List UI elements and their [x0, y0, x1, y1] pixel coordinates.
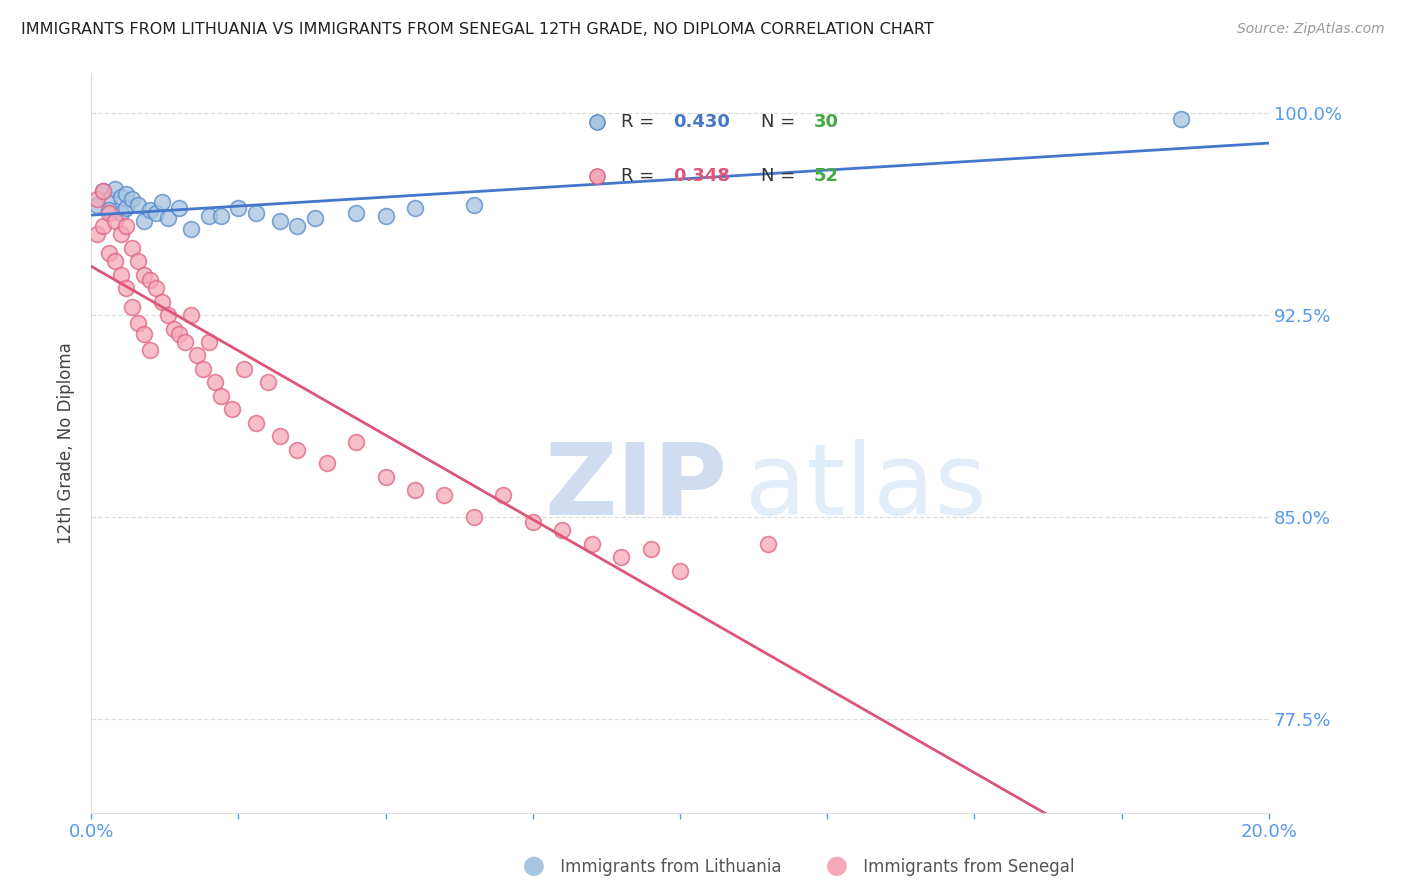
Point: [209, 389, 232, 403]
Point: [156, 308, 179, 322]
Point: [245, 206, 267, 220]
Point: [169, 201, 191, 215]
Point: [463, 510, 485, 524]
Point: [134, 268, 156, 282]
Point: [127, 254, 149, 268]
Point: [115, 219, 138, 234]
Point: [269, 429, 291, 443]
Point: [174, 334, 197, 349]
Point: [492, 488, 515, 502]
Point: [180, 222, 202, 236]
Point: [256, 376, 278, 390]
Point: [121, 300, 143, 314]
Text: IMMIGRANTS FROM LITHUANIA VS IMMIGRANTS FROM SENEGAL 12TH GRADE, NO DIPLOMA CORR: IMMIGRANTS FROM LITHUANIA VS IMMIGRANTS …: [21, 22, 934, 37]
Point: [204, 376, 226, 390]
Point: [315, 456, 337, 470]
Point: [134, 214, 156, 228]
Text: ⬤: ⬤: [523, 856, 546, 876]
Point: [221, 402, 243, 417]
Point: [233, 362, 256, 376]
Point: [97, 206, 120, 220]
Point: [86, 193, 108, 207]
Point: [145, 281, 167, 295]
Point: [145, 206, 167, 220]
Point: [115, 187, 138, 202]
Point: [97, 193, 120, 207]
Point: [344, 434, 367, 449]
Point: [245, 416, 267, 430]
Text: Immigrants from Lithuania: Immigrants from Lithuania: [555, 858, 782, 876]
Point: [344, 206, 367, 220]
Point: [610, 550, 633, 565]
Point: [97, 246, 120, 260]
Point: [1170, 112, 1192, 126]
Point: [551, 524, 574, 538]
Point: [522, 516, 544, 530]
Point: [127, 198, 149, 212]
Point: [134, 326, 156, 341]
Point: [104, 254, 127, 268]
Point: [110, 227, 132, 242]
Point: [86, 198, 108, 212]
Point: [581, 537, 603, 551]
Text: Source: ZipAtlas.com: Source: ZipAtlas.com: [1237, 22, 1385, 37]
Text: Immigrants from Senegal: Immigrants from Senegal: [858, 858, 1074, 876]
Point: [91, 185, 114, 199]
Point: [139, 343, 162, 358]
Point: [186, 349, 208, 363]
Point: [169, 326, 191, 341]
Point: [104, 182, 127, 196]
Point: [104, 214, 127, 228]
Point: [374, 209, 396, 223]
Point: [97, 203, 120, 218]
Point: [121, 193, 143, 207]
Text: ⬤: ⬤: [825, 856, 848, 876]
Point: [433, 488, 456, 502]
Point: [127, 316, 149, 330]
Point: [150, 294, 173, 309]
Point: [121, 241, 143, 255]
Point: [110, 206, 132, 220]
Point: [180, 308, 202, 322]
Point: [115, 281, 138, 295]
Point: [156, 211, 179, 226]
Text: atlas: atlas: [745, 439, 987, 536]
Point: [269, 214, 291, 228]
Point: [139, 273, 162, 287]
Point: [162, 321, 184, 335]
Point: [640, 542, 662, 557]
Point: [756, 537, 779, 551]
Point: [198, 334, 221, 349]
Point: [150, 195, 173, 210]
Point: [404, 483, 426, 497]
Point: [285, 219, 308, 234]
Text: ZIP: ZIP: [544, 439, 727, 536]
Point: [91, 219, 114, 234]
Point: [110, 190, 132, 204]
Point: [86, 227, 108, 242]
Point: [198, 209, 221, 223]
Point: [115, 201, 138, 215]
Point: [191, 362, 214, 376]
Point: [463, 198, 485, 212]
Point: [285, 442, 308, 457]
Point: [91, 185, 114, 199]
Point: [228, 201, 250, 215]
Y-axis label: 12th Grade, No Diploma: 12th Grade, No Diploma: [58, 342, 75, 544]
Point: [209, 209, 232, 223]
Point: [304, 211, 326, 226]
Point: [110, 268, 132, 282]
Point: [139, 203, 162, 218]
Point: [404, 201, 426, 215]
Point: [374, 469, 396, 483]
Point: [669, 564, 692, 578]
